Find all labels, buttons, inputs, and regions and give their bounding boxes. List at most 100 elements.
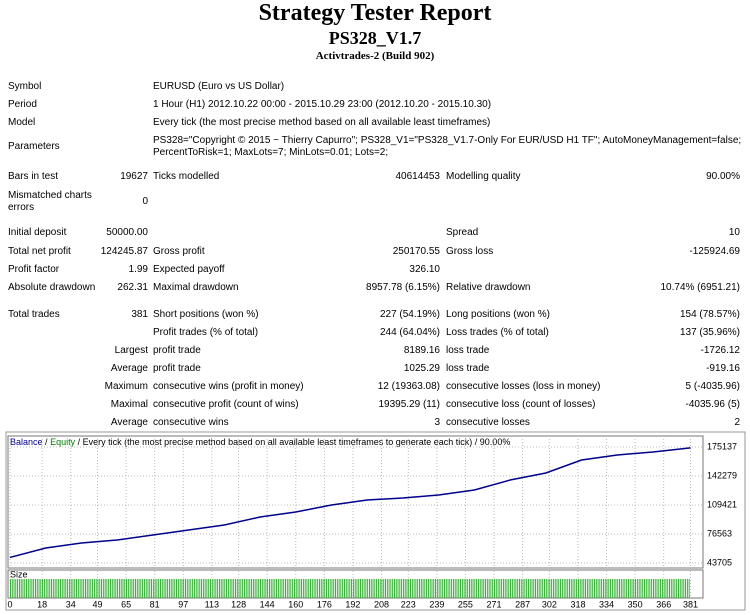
y-tick-label: 76563 xyxy=(707,528,732,538)
table-cell: Average xyxy=(110,417,148,428)
size-bar xyxy=(183,579,185,598)
size-bar xyxy=(218,579,220,598)
size-bar xyxy=(622,579,624,598)
size-bar xyxy=(638,579,640,598)
table-cell: Symbol xyxy=(8,81,42,92)
size-bar xyxy=(83,579,85,598)
table-cell: 381 xyxy=(131,309,148,320)
size-bar xyxy=(193,579,195,598)
size-bar xyxy=(365,579,367,598)
size-bar xyxy=(126,579,127,598)
size-bar xyxy=(544,579,545,598)
table-cell: 137 (35.96%) xyxy=(679,327,740,338)
size-bar xyxy=(179,579,181,598)
plot-frame xyxy=(7,435,704,569)
size-bar xyxy=(358,579,360,598)
x-tick-label: 255 xyxy=(458,599,473,609)
size-bar xyxy=(402,579,404,598)
table-cell: 8957.78 (6.15%) xyxy=(366,282,440,293)
size-bar xyxy=(624,579,626,598)
size-bar xyxy=(56,579,58,598)
size-bar xyxy=(354,579,356,598)
table-cell: Largest xyxy=(114,345,148,356)
table-cell: Initial deposit xyxy=(8,227,67,238)
size-bar xyxy=(202,579,204,598)
size-bar xyxy=(629,579,631,598)
size-bar xyxy=(590,579,592,598)
x-tick-label: 318 xyxy=(570,599,585,609)
x-tick-label: 302 xyxy=(542,599,557,609)
size-bar xyxy=(572,579,574,598)
size-bar xyxy=(588,579,590,598)
size-bar xyxy=(106,579,108,598)
chart-frame xyxy=(5,431,746,611)
y-tick-label: 175137 xyxy=(707,441,737,451)
size-bar xyxy=(211,579,213,598)
size-bar xyxy=(670,579,672,598)
size-bar xyxy=(345,579,347,598)
size-bar xyxy=(129,579,131,598)
size-bar xyxy=(252,579,254,598)
size-bar xyxy=(642,579,644,598)
size-bar xyxy=(585,579,587,598)
table-cell: 90.00% xyxy=(706,171,740,182)
size-bar xyxy=(229,579,231,598)
size-bar xyxy=(99,579,101,598)
size-bar xyxy=(461,579,463,598)
size-bar xyxy=(442,579,444,598)
size-bar xyxy=(447,579,449,598)
size-bar xyxy=(688,579,690,598)
size-bar xyxy=(310,579,311,598)
size-bar xyxy=(85,579,86,598)
size-bar xyxy=(645,579,647,598)
size-bar xyxy=(435,579,436,598)
table-cell: Short positions (won %) xyxy=(153,309,259,320)
size-bar xyxy=(43,579,45,598)
table-cell: 3 xyxy=(434,417,440,428)
size-bar xyxy=(556,579,558,598)
size-bar xyxy=(563,579,565,598)
x-tick-label: 160 xyxy=(288,599,303,609)
size-bar xyxy=(226,579,228,598)
x-tick-label: 239 xyxy=(429,599,444,609)
size-bar xyxy=(276,579,278,598)
size-bar xyxy=(615,579,617,598)
size-bar xyxy=(136,579,138,598)
x-tick-label: 81 xyxy=(150,599,160,609)
size-bar xyxy=(377,579,379,598)
size-bar xyxy=(636,579,638,598)
table-cell: Long positions (won %) xyxy=(446,309,550,320)
x-tick-label: 176 xyxy=(317,599,332,609)
size-bar xyxy=(476,579,478,598)
size-bar xyxy=(542,579,544,598)
table-cell: Relative drawdown xyxy=(446,282,531,293)
size-bar xyxy=(449,579,451,598)
size-bar xyxy=(15,579,17,598)
table-cell: Parameters xyxy=(8,141,60,152)
size-bar xyxy=(422,579,424,598)
size-bar xyxy=(347,579,349,598)
size-bar xyxy=(11,579,13,598)
size-bar xyxy=(27,579,29,598)
size-bar xyxy=(594,579,595,598)
size-bar xyxy=(370,579,372,598)
size-bar xyxy=(76,579,77,598)
size-bar xyxy=(492,579,494,598)
size-bar xyxy=(195,579,197,598)
size-bar xyxy=(340,579,342,598)
size-bar xyxy=(599,579,601,598)
size-bar xyxy=(520,579,522,598)
size-bar xyxy=(88,579,90,598)
table-cell: -1726.12 xyxy=(700,345,740,356)
size-bar xyxy=(79,579,81,598)
size-bar xyxy=(299,579,301,598)
size-bar xyxy=(515,579,517,598)
size-bar xyxy=(190,579,192,598)
size-bar xyxy=(322,579,324,598)
table-cell: Profit factor xyxy=(8,264,60,275)
size-bar xyxy=(158,579,160,598)
table-cell: Total trades xyxy=(8,309,60,320)
size-bar xyxy=(676,579,678,598)
size-bar xyxy=(185,579,186,598)
size-bar xyxy=(18,579,20,598)
